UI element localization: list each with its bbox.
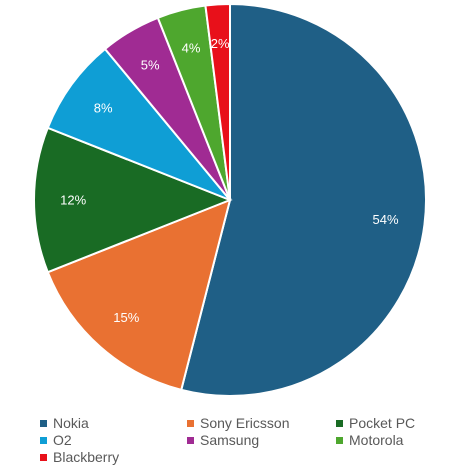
pie-slice-nokia (180, 2, 427, 397)
legend-swatch (336, 419, 343, 427)
legend-swatch (187, 419, 194, 427)
data-label-sony-ericsson: 15% (113, 310, 139, 325)
data-label-nokia: 54% (373, 212, 399, 227)
data-label-blackberry: 2% (211, 36, 230, 51)
pie-slice-o2 (46, 47, 231, 201)
legend-item-blackberry: Blackberry (40, 448, 119, 466)
legend-swatch (40, 419, 47, 427)
legend-item-samsung: Samsung (187, 431, 259, 449)
data-label-pocket-pc: 12% (60, 193, 86, 208)
legend-swatch (187, 436, 194, 444)
legend-item-nokia: Nokia (40, 414, 89, 432)
pie-slice-pocket-pc (33, 126, 233, 274)
legend-swatch (40, 453, 47, 461)
legend-label: Blackberry (53, 449, 120, 465)
legend-label: Sony Ericsson (200, 415, 290, 431)
data-label-samsung: 5% (141, 58, 160, 73)
legend-item-o2: O2 (40, 431, 72, 449)
legend-label: Nokia (53, 415, 89, 431)
pie-slice-blackberry (204, 2, 231, 201)
legend-label: Samsung (200, 432, 260, 448)
legend-item-pocket-pc: Pocket PC (336, 414, 415, 432)
pie-slices (33, 2, 427, 397)
legend-item-sony-ericsson: Sony Ericsson (187, 414, 289, 432)
legend-item-motorola: Motorola (336, 431, 403, 449)
data-label-o2: 8% (94, 100, 113, 115)
pie-chart: 54% 15% 12% 8% 5% 4% 2% (33, 2, 427, 397)
legend-label: Motorola (349, 432, 404, 448)
pie-slice-sony-ericsson (46, 198, 232, 392)
data-label-motorola: 4% (182, 41, 201, 56)
legend-swatch (40, 436, 47, 444)
legend-label: O2 (53, 432, 72, 448)
legend-label: Pocket PC (349, 415, 416, 431)
legend-swatch (336, 436, 343, 444)
pie-labels: 54% 15% 12% 8% 5% 4% 2% (60, 36, 399, 325)
